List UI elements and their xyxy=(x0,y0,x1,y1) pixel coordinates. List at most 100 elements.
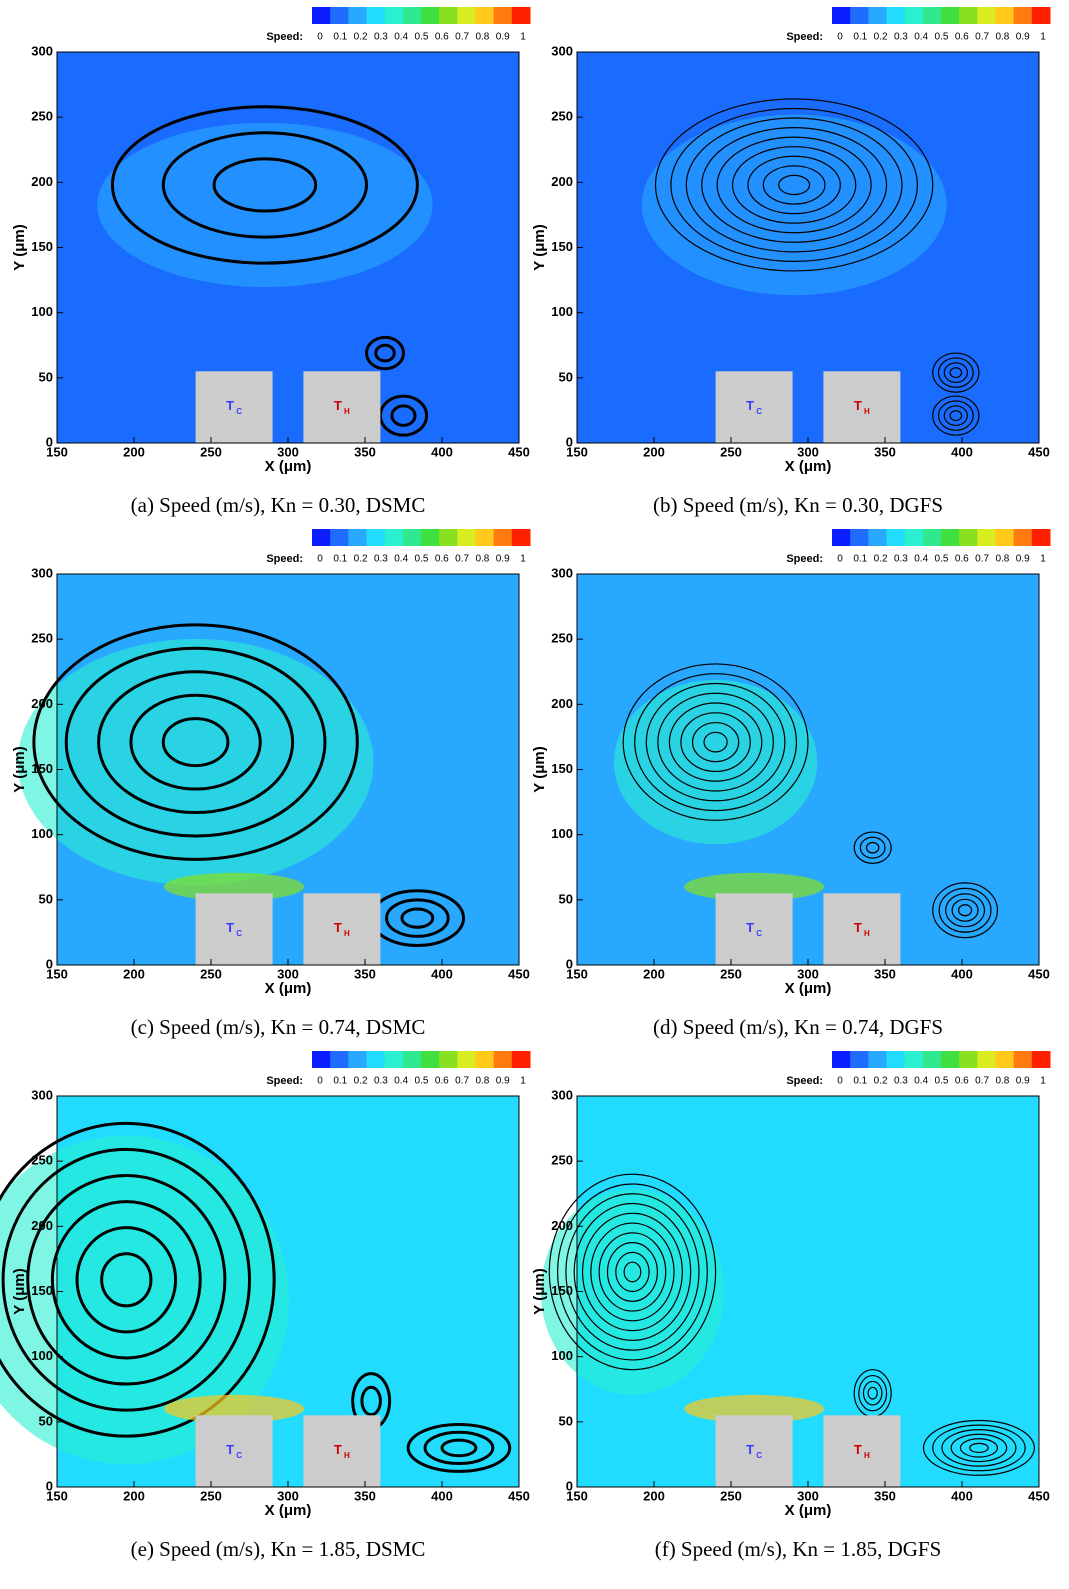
colorbar-tick-label: 0.2 xyxy=(874,32,888,43)
heater-block xyxy=(715,371,793,443)
colorbar-swatch xyxy=(886,7,906,24)
streamline xyxy=(1,1147,251,1412)
y-tick-label: 0 xyxy=(566,434,573,449)
colorbar-swatch xyxy=(402,7,422,24)
streamline xyxy=(932,395,980,436)
colorbar-swatch xyxy=(977,1051,996,1068)
block-label: T xyxy=(854,920,862,935)
colorbar-swatch xyxy=(493,1051,513,1068)
colorbar-tick-label: 0 xyxy=(317,32,323,43)
y-tick-label: 100 xyxy=(551,304,573,319)
y-tick-label: 0 xyxy=(46,956,53,971)
colorbar-tick-label: 0.7 xyxy=(975,554,989,565)
y-tick-label: 150 xyxy=(551,761,573,776)
y-tick-label: 50 xyxy=(559,891,573,906)
colorbar-tick-label: 0.1 xyxy=(333,32,347,43)
streamline xyxy=(922,1419,1035,1476)
x-tick-label: 350 xyxy=(874,1488,896,1503)
x-tick-label: 200 xyxy=(643,1488,665,1503)
colorbar-swatch xyxy=(384,7,404,24)
y-axis-label: Y (μm) xyxy=(531,1268,548,1314)
colorbar-swatch xyxy=(1013,1051,1033,1068)
colorbar-swatch xyxy=(1031,529,1051,546)
streamline xyxy=(680,712,751,773)
streamline xyxy=(26,1174,227,1386)
x-axis-label: X (μm) xyxy=(785,458,832,475)
streamline xyxy=(654,98,934,272)
colorbar-swatch xyxy=(421,7,440,24)
streamline xyxy=(941,1429,1017,1467)
streamline xyxy=(858,1374,888,1412)
y-tick-label: 0 xyxy=(566,1478,573,1493)
block-label: T xyxy=(334,920,342,935)
streamline xyxy=(634,673,798,812)
block-subscript: C xyxy=(236,929,242,938)
x-axis-label: X (μm) xyxy=(265,1502,312,1519)
heater-block xyxy=(195,1415,273,1487)
streamline xyxy=(161,131,369,239)
streamline xyxy=(701,126,888,243)
y-tick-label: 300 xyxy=(31,565,53,580)
colorbar-swatch xyxy=(402,529,422,546)
colorbar-swatch xyxy=(1013,7,1033,24)
colorbar-swatch xyxy=(421,529,440,546)
heater-block xyxy=(715,893,793,965)
colorbar-tick-label: 0.5 xyxy=(415,32,429,43)
colorbar-swatch xyxy=(511,529,531,546)
colorbar-tick-label: 0.9 xyxy=(496,554,510,565)
colorbar-swatch xyxy=(475,7,495,24)
colorbar-tick-label: 0.1 xyxy=(853,1076,867,1087)
y-tick-label: 50 xyxy=(39,891,53,906)
colorbar-tick-label: 0.3 xyxy=(894,32,908,43)
colorbar-swatch xyxy=(886,1051,906,1068)
x-axis-label: X (μm) xyxy=(265,980,312,997)
colorbar-tick-label: 0.8 xyxy=(995,32,1009,43)
colorbar-tick-label: 0 xyxy=(837,1076,843,1087)
colorbar-swatch xyxy=(959,7,978,24)
colorbar-swatch xyxy=(941,1051,960,1068)
colorbar-swatch xyxy=(366,1051,386,1068)
block-subscript: C xyxy=(756,407,762,416)
colorbar-swatch xyxy=(312,7,331,24)
streamline xyxy=(950,1433,1008,1463)
streamline xyxy=(938,887,992,933)
colorbar-swatch xyxy=(868,1051,887,1068)
y-tick-label: 200 xyxy=(31,174,53,189)
colorbar-tick-label: 0.1 xyxy=(853,554,867,565)
y-tick-label: 200 xyxy=(551,696,573,711)
block-label: T xyxy=(334,398,342,413)
colorbar-tick-label: 0.3 xyxy=(374,32,388,43)
colorbar-tick-label: 0.9 xyxy=(1016,32,1030,43)
colorbar-tick-label: 0.5 xyxy=(415,1076,429,1087)
colorbar-swatch xyxy=(348,7,367,24)
colorbar-swatch xyxy=(457,1051,476,1068)
y-axis-label: Y (μm) xyxy=(11,1268,28,1314)
caption: (e) Speed (m/s), Kn = 1.85, DSMC xyxy=(131,1537,426,1561)
colorbar-swatch xyxy=(384,529,404,546)
block-subscript: H xyxy=(864,407,870,416)
x-tick-label: 400 xyxy=(431,1488,453,1503)
colorbar-swatch xyxy=(850,529,869,546)
x-tick-label: 150 xyxy=(566,444,588,459)
x-tick-label: 200 xyxy=(123,444,145,459)
x-tick-label: 200 xyxy=(643,966,665,981)
colorbar-swatch xyxy=(457,529,476,546)
block-label: T xyxy=(226,398,234,413)
y-tick-label: 300 xyxy=(551,43,573,58)
block-label: T xyxy=(226,1442,234,1457)
streamline xyxy=(853,831,892,864)
streamline xyxy=(400,907,435,929)
colorbar-tick-label: 0.3 xyxy=(894,554,908,565)
streamline xyxy=(932,882,999,939)
streamline xyxy=(969,1442,989,1454)
y-axis-label: Y (μm) xyxy=(11,224,28,270)
streamline xyxy=(937,357,974,388)
colorbar-swatch xyxy=(922,529,942,546)
contour-region xyxy=(641,114,947,296)
colorbar-swatch xyxy=(475,529,495,546)
y-axis-label: Y (μm) xyxy=(531,224,548,270)
x-tick-label: 250 xyxy=(720,1488,742,1503)
x-tick-label: 250 xyxy=(200,1488,222,1503)
